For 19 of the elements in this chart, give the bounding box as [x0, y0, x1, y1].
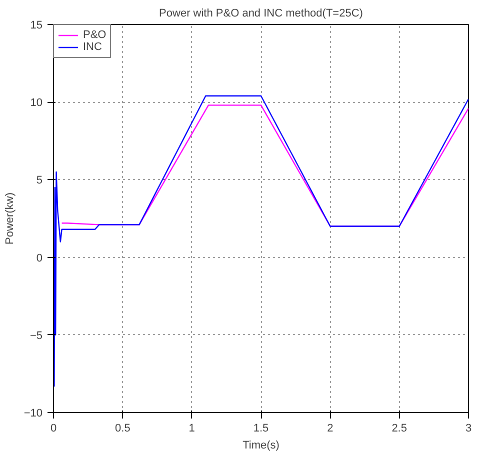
- legend-label: INC: [83, 41, 103, 53]
- y-tick-label: −10: [24, 408, 43, 420]
- x-axis-title: Time(s): [242, 440, 280, 452]
- y-tick-label: −5: [30, 330, 43, 342]
- y-tick-label: 10: [30, 97, 43, 110]
- legend-label: P&O: [83, 29, 106, 41]
- y-tick-label: 15: [30, 20, 43, 32]
- x-tick-label: 2.5: [392, 422, 407, 434]
- y-axis-title: Power(kw): [4, 192, 16, 244]
- y-tick-label: 0: [36, 252, 43, 264]
- line-series: [54, 95, 468, 387]
- y-tick-label: 5: [36, 174, 43, 187]
- x-tick-label: 1: [188, 422, 195, 434]
- x-tick-label: 1.5: [253, 422, 269, 434]
- x-tick-label: 2: [327, 422, 334, 434]
- x-tick-label: 0: [50, 422, 57, 434]
- x-tick-label: 0.5: [115, 422, 130, 434]
- x-tick-label: 3: [465, 422, 472, 434]
- chart-title: Power with P&O and INC method(T=25C): [159, 8, 363, 20]
